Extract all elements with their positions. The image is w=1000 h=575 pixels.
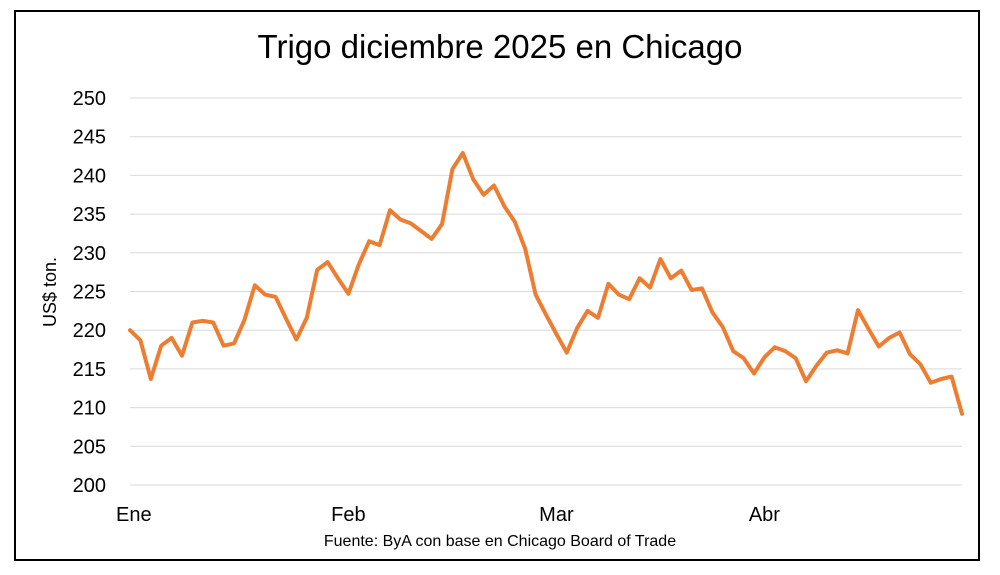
y-tick-label: 200 <box>73 475 106 497</box>
y-tick-label: 240 <box>73 165 106 187</box>
x-tick-label-abr: Abr <box>749 504 780 526</box>
y-axis-ticks: 200 205 210 215 220 225 230 235 240 245 250 <box>73 88 106 497</box>
x-tick-label-mar: Mar <box>539 504 574 526</box>
y-tick-label: 225 <box>73 282 106 304</box>
x-axis-ticks: Ene Feb Mar Abr <box>116 504 780 526</box>
y-tick-label: 235 <box>73 204 106 226</box>
y-tick-label: 205 <box>73 436 106 458</box>
x-tick-label-ene: Ene <box>116 504 152 526</box>
y-tick-label: 220 <box>73 320 106 342</box>
x-tick-label-feb: Feb <box>331 504 365 526</box>
chart-title: Trigo diciembre 2025 en Chicago <box>257 28 743 65</box>
y-tick-label: 215 <box>73 359 106 381</box>
y-tick-label: 250 <box>73 88 106 110</box>
gridlines <box>130 97 962 486</box>
y-tick-label: 210 <box>73 398 106 420</box>
y-tick-label: 245 <box>73 127 106 149</box>
source-note: Fuente: ByA con base en Chicago Board of… <box>323 533 677 550</box>
y-tick-label: 230 <box>73 243 106 265</box>
series-layer <box>128 151 964 416</box>
series-line-0 <box>128 151 964 416</box>
y-axis-label: US$ ton. <box>40 257 60 327</box>
chart-frame <box>14 10 980 561</box>
